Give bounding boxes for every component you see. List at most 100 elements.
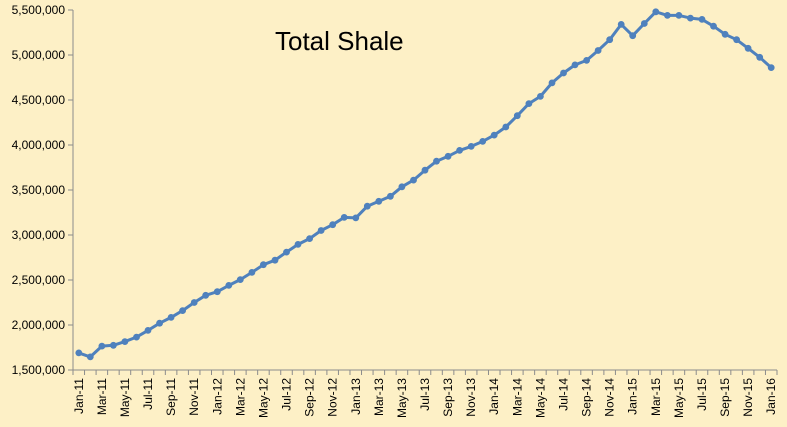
- data-point: [583, 57, 590, 64]
- x-tick-label: Sep-13: [441, 378, 455, 417]
- x-tick-label: Mar-14: [510, 378, 524, 416]
- data-point: [167, 314, 175, 321]
- data-point: [744, 44, 752, 52]
- data-point: [317, 227, 325, 234]
- chart-title: Total Shale: [275, 26, 404, 56]
- x-tick-label: Sep-15: [718, 378, 732, 417]
- y-axis-tick-labels: 1,500,000 2,000,000 2,500,000 3,000,000 3,50…: [12, 3, 66, 377]
- y-tick-label: 5,000,000: [12, 48, 66, 62]
- data-point: [133, 333, 140, 341]
- x-tick-label: Mar-12: [233, 378, 247, 416]
- data-point: [433, 157, 440, 165]
- data-point: [756, 53, 764, 61]
- data-point: [202, 291, 210, 299]
- data-point: [537, 93, 544, 100]
- data-point: [86, 353, 94, 361]
- y-tick-label: 5,500,000: [12, 3, 66, 17]
- data-point: [456, 147, 463, 154]
- y-tick-label: 3,500,000: [12, 183, 66, 197]
- data-point: [283, 248, 290, 256]
- data-point: [340, 214, 348, 221]
- data-point: [640, 20, 648, 27]
- x-tick-label: Jul-14: [556, 378, 570, 411]
- x-tick-label: Jan-12: [210, 378, 224, 415]
- data-point: [98, 342, 106, 350]
- data-point: [698, 16, 706, 23]
- x-tick-label: May-11: [118, 378, 132, 417]
- data-point: [490, 131, 498, 139]
- data-point: [652, 8, 660, 16]
- data-point: [179, 307, 187, 314]
- data-point: [110, 341, 117, 349]
- data-point: [606, 36, 614, 44]
- data-point: [363, 202, 371, 210]
- data-point: [513, 112, 521, 120]
- y-tick-label: 4,000,000: [12, 138, 66, 152]
- x-tick-label: Nov-13: [464, 378, 478, 417]
- data-point: [502, 123, 510, 131]
- y-tick-label: 2,500,000: [12, 273, 66, 287]
- y-tick-label: 3,000,000: [12, 228, 66, 242]
- data-point: [675, 12, 683, 19]
- x-tick-label: May-15: [672, 378, 686, 418]
- x-tick-label: Nov-15: [741, 378, 755, 417]
- x-axis-tick-labels: Jan-11 Mar-11 May-11 Jul-11 Sep-11 Nov-11 Jan-…: [72, 378, 778, 418]
- x-tick-label: May-14: [533, 378, 547, 418]
- data-point: [629, 32, 637, 40]
- series-total-shale: [75, 8, 775, 361]
- x-tick-label: Nov-12: [326, 378, 340, 417]
- data-point: [617, 21, 625, 28]
- x-tick-label: Mar-15: [649, 378, 663, 416]
- x-tick-label: Jul-12: [280, 378, 294, 411]
- x-tick-label: Jan-14: [487, 378, 501, 415]
- x-tick-label: Sep-11: [164, 378, 178, 416]
- x-tick-label: Jan-16: [764, 378, 778, 415]
- x-tick-label: May-13: [395, 378, 409, 418]
- data-point: [467, 143, 475, 150]
- data-point: [733, 36, 740, 44]
- x-tick-label: Sep-14: [580, 378, 594, 417]
- x-tick-label: Jan-11: [72, 378, 86, 414]
- data-point: [213, 288, 221, 296]
- x-tick-label: Mar-13: [372, 378, 386, 416]
- data-point: [710, 22, 717, 30]
- x-tick-label: Jul-11: [141, 378, 155, 410]
- y-tick-label: 2,000,000: [12, 318, 66, 332]
- x-tick-label: Jul-13: [418, 378, 432, 411]
- data-point: [525, 100, 533, 107]
- data-point: [271, 256, 279, 264]
- data-point: [444, 152, 452, 160]
- data-point: [190, 299, 198, 306]
- data-point: [144, 327, 152, 334]
- data-point: [225, 282, 233, 289]
- data-point: [352, 214, 360, 222]
- data-point: [236, 276, 244, 283]
- data-point: [767, 64, 775, 71]
- x-tick-label: Mar-11: [95, 378, 109, 415]
- data-point: [248, 269, 256, 276]
- data-point: [548, 79, 556, 87]
- data-point: [594, 47, 602, 54]
- data-point: [560, 69, 567, 77]
- data-point: [75, 349, 83, 357]
- data-point: [121, 338, 129, 345]
- y-tick-label: 4,500,000: [12, 93, 66, 107]
- data-point: [375, 197, 383, 205]
- data-point: [294, 241, 302, 248]
- data-point: [260, 261, 267, 269]
- x-tick-label: Jan-13: [349, 378, 363, 415]
- data-point: [571, 61, 579, 69]
- data-point: [410, 176, 417, 184]
- data-point: [398, 183, 406, 191]
- x-tick-label: Sep-12: [303, 378, 317, 417]
- x-tick-label: Nov-11: [187, 378, 201, 416]
- y-tick-label: 1,500,000: [12, 363, 66, 377]
- data-point: [721, 30, 729, 38]
- data-point: [479, 138, 487, 145]
- x-tick-label: May-12: [256, 378, 270, 418]
- data-point: [664, 12, 671, 19]
- axes: [68, 9, 778, 375]
- x-tick-label: Jul-15: [695, 378, 709, 411]
